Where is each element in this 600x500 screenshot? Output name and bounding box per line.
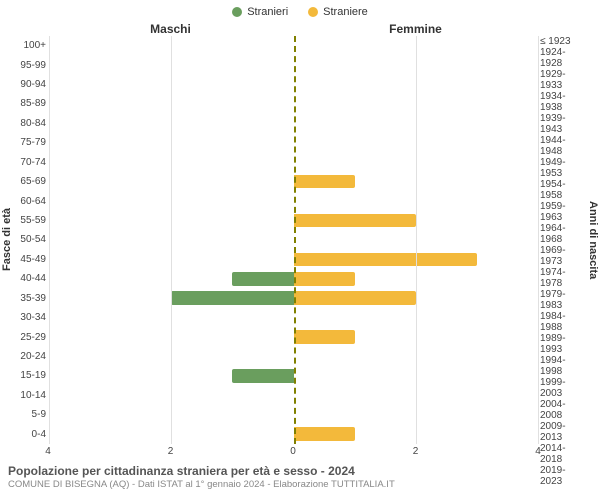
age-tick: 100+ <box>14 36 48 55</box>
age-tick: 85-89 <box>14 94 48 113</box>
bar-male <box>232 272 293 286</box>
age-tick: 70-74 <box>14 153 48 172</box>
y-axis-left-ticks: 100+95-9990-9485-8980-8475-7970-7465-696… <box>14 36 48 444</box>
bar-male <box>232 369 293 383</box>
center-axis <box>294 36 296 444</box>
age-tick: 45-49 <box>14 250 48 269</box>
age-tick: 95-99 <box>14 55 48 74</box>
birth-year-tick: 1989-1993 <box>538 333 586 355</box>
chart-subtitle: COMUNE DI BISEGNA (AQ) - Dati ISTAT al 1… <box>8 479 592 490</box>
birth-year-tick: 1924-1928 <box>538 47 586 69</box>
x-axis-ticks: 4 2 0 2 4 <box>48 446 538 458</box>
bar-female <box>294 272 355 286</box>
age-tick: 75-79 <box>14 133 48 152</box>
birth-year-tick: 2009-2013 <box>538 421 586 443</box>
column-headers: Maschi Femmine <box>0 22 600 36</box>
age-tick: 10-14 <box>14 386 48 405</box>
y-axis-right-ticks: ≤ 19231924-19281929-19331934-19381939-19… <box>538 36 586 444</box>
plot-area <box>48 36 538 444</box>
age-tick: 50-54 <box>14 230 48 249</box>
birth-year-tick: 1934-1938 <box>538 91 586 113</box>
bar-female <box>294 175 355 189</box>
x-tick: 2 <box>168 446 174 457</box>
x-tick: 0 <box>290 446 296 457</box>
birth-year-tick: 1959-1963 <box>538 201 586 223</box>
age-tick: 65-69 <box>14 172 48 191</box>
birth-year-tick: 1949-1953 <box>538 157 586 179</box>
x-tick: 4 <box>535 446 541 457</box>
birth-year-tick: 1969-1973 <box>538 245 586 267</box>
chart-title: Popolazione per cittadinanza straniera p… <box>8 464 592 478</box>
age-tick: 55-59 <box>14 211 48 230</box>
header-female: Femmine <box>293 22 538 36</box>
chart-footer: Popolazione per cittadinanza straniera p… <box>0 458 600 490</box>
birth-year-tick: 1994-1998 <box>538 355 586 377</box>
bar-female <box>294 253 477 267</box>
age-tick: 80-84 <box>14 114 48 133</box>
x-axis: 4 2 0 2 4 <box>0 446 600 458</box>
age-tick: 35-39 <box>14 288 48 307</box>
age-tick: 40-44 <box>14 269 48 288</box>
legend-item-male: Stranieri <box>232 6 288 18</box>
birth-year-tick: 2019-2023 <box>538 465 586 487</box>
bar-female <box>294 330 355 344</box>
x-tick: 2 <box>413 446 419 457</box>
birth-year-tick: 1964-1968 <box>538 223 586 245</box>
age-tick: 90-94 <box>14 75 48 94</box>
header-male: Maschi <box>48 22 293 36</box>
legend-swatch-female <box>308 7 318 17</box>
bar-female <box>294 214 416 228</box>
legend-label-male: Stranieri <box>247 6 288 18</box>
birth-year-tick: 1999-2003 <box>538 377 586 399</box>
age-tick: 60-64 <box>14 191 48 210</box>
age-tick: 5-9 <box>14 405 48 424</box>
y-axis-left-title: Fasce di età <box>0 36 14 444</box>
birth-year-tick: 1939-1943 <box>538 113 586 135</box>
legend-label-female: Straniere <box>323 6 368 18</box>
age-tick: 25-29 <box>14 327 48 346</box>
birth-year-tick: 1929-1933 <box>538 69 586 91</box>
age-tick: 0-4 <box>14 424 48 443</box>
y-axis-right-title: Anni di nascita <box>586 36 600 444</box>
birth-year-tick: 1954-1958 <box>538 179 586 201</box>
legend: Stranieri Straniere <box>0 0 600 22</box>
legend-item-female: Straniere <box>308 6 368 18</box>
bar-female <box>294 427 355 441</box>
age-tick: 15-19 <box>14 366 48 385</box>
birth-year-tick: 1979-1983 <box>538 289 586 311</box>
x-tick: 4 <box>45 446 51 457</box>
birth-year-tick: 1984-1988 <box>538 311 586 333</box>
birth-year-tick: ≤ 1923 <box>538 36 586 47</box>
population-pyramid: Fasce di età 100+95-9990-9485-8980-8475-… <box>0 36 600 444</box>
bar-male <box>171 291 293 305</box>
age-tick: 20-24 <box>14 347 48 366</box>
birth-year-tick: 1944-1948 <box>538 135 586 157</box>
birth-year-tick: 2004-2008 <box>538 399 586 421</box>
birth-year-tick: 1974-1978 <box>538 267 586 289</box>
bar-female <box>294 291 416 305</box>
legend-swatch-male <box>232 7 242 17</box>
age-tick: 30-34 <box>14 308 48 327</box>
